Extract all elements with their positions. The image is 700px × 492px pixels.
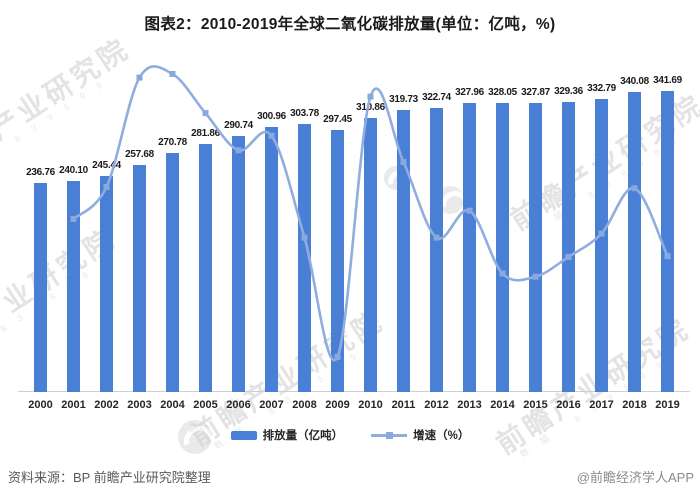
bar-2006 (232, 135, 245, 392)
line-marker (103, 184, 110, 190)
x-tick-label-2014: 2014 (490, 399, 515, 411)
line-marker (70, 216, 77, 222)
bar-value-label-2005: 281.86 (191, 127, 220, 139)
legend-label-growth: 增速（%） (413, 430, 470, 442)
line-marker (268, 132, 275, 139)
bar-2009 (331, 129, 344, 392)
bar-swatch-icon (230, 430, 257, 440)
bar-2011 (397, 110, 410, 392)
plot-area: 236.76 2000 240.10 2001 245.44 2002 257.68 2003… (0, 58, 700, 418)
bar-value-label-2015: 327.87 (521, 87, 550, 99)
x-tick-label-2004: 2004 (160, 399, 185, 411)
line-marker (631, 185, 638, 192)
bar-2014 (496, 103, 509, 392)
bar-value-label-2006: 290.74 (224, 119, 253, 131)
x-axis-line (18, 391, 690, 392)
x-tick-label-2008: 2008 (292, 399, 317, 411)
x-tick-label-2006: 2006 (226, 399, 251, 411)
x-tick-label-2009: 2009 (325, 399, 350, 411)
x-tick-label-2002: 2002 (94, 399, 119, 411)
x-tick-label-2013: 2013 (457, 399, 482, 411)
bar-value-label-2012: 322.74 (422, 91, 451, 103)
line-marker (235, 147, 242, 154)
bar-2001 (67, 180, 80, 392)
x-tick-label-2019: 2019 (655, 399, 680, 411)
bar-2002 (100, 175, 113, 392)
line-marker (136, 74, 143, 81)
credit-note: @前瞻经济学人APP (576, 470, 694, 485)
bar-2017 (595, 98, 608, 392)
bar-value-label-2003: 257.68 (125, 149, 154, 160)
bar-2013 (463, 103, 476, 392)
legend: 排放量（亿吨） 增速（%） (0, 427, 700, 443)
x-tick-label-2016: 2016 (556, 399, 581, 411)
line-marker (334, 353, 341, 360)
legend-item-emissions: 排放量（亿吨） (230, 427, 344, 443)
line-swatch-icon (371, 431, 408, 440)
bar-2005 (199, 143, 212, 392)
line-marker (664, 253, 671, 260)
x-tick-label-2012: 2012 (424, 399, 449, 411)
line-marker (433, 234, 440, 241)
source-note: 资料来源：BP 前瞻产业研究院整理 (8, 470, 211, 485)
bar-2012 (430, 107, 443, 392)
bar-value-label-2014: 328.05 (488, 87, 517, 98)
bar-2016 (562, 101, 575, 392)
bar-value-label-2009: 297.45 (323, 113, 352, 125)
bar-value-label-2013: 327.96 (455, 87, 484, 99)
bar-2008 (298, 124, 311, 392)
legend-item-growth: 增速（%） (371, 427, 469, 443)
x-tick-label-2007: 2007 (259, 399, 284, 411)
bar-value-label-2010: 310.86 (356, 102, 385, 114)
chart-title: 图表2：2010-2019年全球二氧化碳排放量(单位：亿吨，%) (144, 16, 556, 33)
bar-value-label-2008: 303.78 (290, 108, 319, 120)
bar-value-label-2019: 341.69 (653, 75, 682, 86)
x-tick-label-2003: 2003 (127, 399, 152, 411)
line-marker (532, 273, 539, 280)
bar-value-label-2011: 319.73 (389, 94, 418, 106)
line-marker (169, 71, 176, 77)
bar-2019 (661, 91, 674, 392)
bar-value-label-2001: 240.10 (59, 164, 88, 176)
line-marker (301, 234, 308, 241)
bar-value-label-2016: 329.36 (554, 85, 583, 97)
x-tick-label-2015: 2015 (523, 399, 548, 411)
bar-2007 (265, 126, 278, 392)
bar-2015 (529, 103, 542, 392)
bar-value-label-2018: 340.08 (620, 76, 649, 88)
bar-2000 (34, 183, 47, 392)
bar-2010 (364, 118, 377, 392)
bar-value-label-2007: 300.96 (257, 110, 286, 122)
x-tick-label-2017: 2017 (589, 399, 614, 411)
line-marker (565, 253, 572, 260)
legend-label-emissions: 排放量（亿吨） (262, 430, 344, 442)
bar-2003 (133, 165, 146, 392)
x-tick-label-2010: 2010 (358, 399, 383, 411)
x-tick-label-2011: 2011 (391, 399, 416, 411)
bar-2018 (628, 92, 641, 392)
x-tick-label-2005: 2005 (193, 399, 218, 411)
growth-rate-line-layer (70, 65, 671, 362)
bar-value-label-2017: 332.79 (587, 82, 616, 94)
line-marker (598, 230, 605, 237)
bar-value-label-2000: 236.76 (26, 167, 55, 179)
line-marker (499, 270, 506, 277)
line-marker (400, 159, 407, 166)
line-marker (466, 207, 473, 214)
line-marker (367, 93, 374, 100)
growth-rate-line (72, 65, 669, 362)
bar-2004 (166, 153, 179, 392)
line-marker (202, 110, 209, 117)
bar-value-label-2002: 245.44 (92, 159, 121, 171)
bar-value-label-2004: 270.78 (158, 137, 187, 149)
x-tick-label-2000: 2000 (28, 399, 53, 411)
x-tick-label-2018: 2018 (622, 399, 647, 411)
x-tick-label-2001: 2001 (61, 399, 86, 411)
